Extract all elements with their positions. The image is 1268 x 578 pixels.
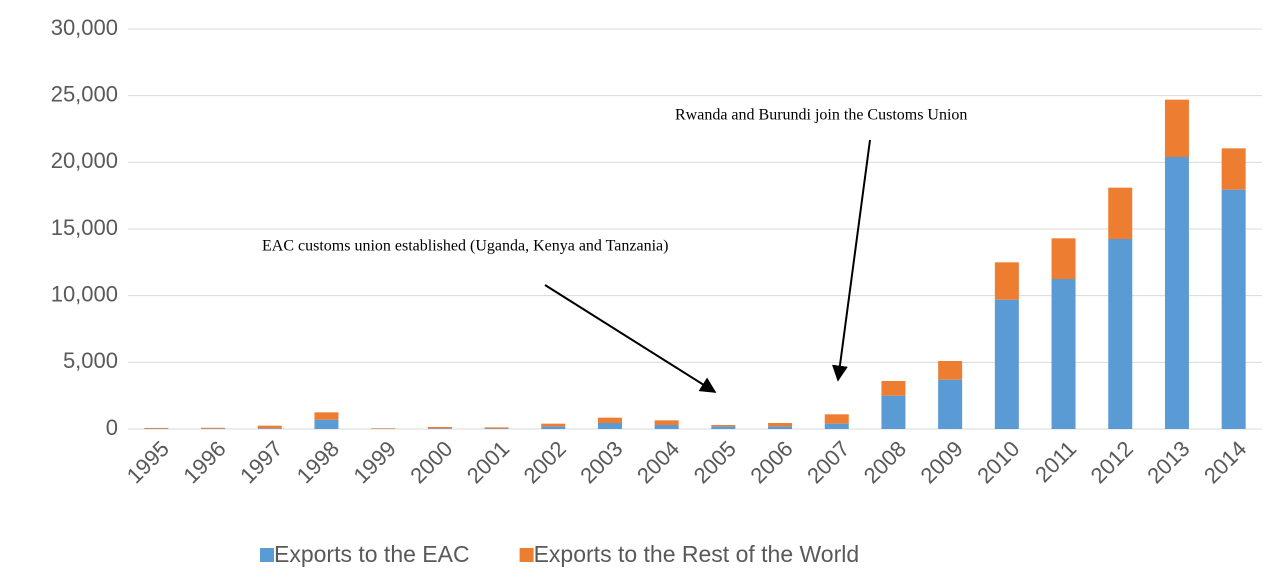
bar-segment <box>1164 99 1189 157</box>
x-tick-label: 1995 <box>122 436 174 488</box>
legend-swatch <box>260 548 274 562</box>
y-tick-label: 20,000 <box>51 148 118 173</box>
legend-label: Exports to the EAC <box>274 541 470 567</box>
y-tick-label: 30,000 <box>51 15 118 40</box>
grid: 0 5,000 10,000 15,000 20,000 25,000 30,000 <box>51 15 1262 440</box>
bar-segment <box>881 381 906 396</box>
bar-segment <box>994 262 1019 300</box>
x-tick-label: 2009 <box>916 436 968 488</box>
bar-segment <box>371 428 396 429</box>
legend-label: Exports to the Rest of the World <box>534 541 860 567</box>
bar-segment <box>711 426 736 429</box>
bar-segment <box>597 417 622 423</box>
x-tick-label: 1997 <box>235 436 287 488</box>
bar-segment <box>768 423 793 427</box>
bar-segment <box>257 425 282 429</box>
bar-segment <box>541 426 566 429</box>
bar-segment <box>768 426 793 429</box>
x-tick-label: 2001 <box>462 436 514 488</box>
bar-segment <box>257 428 282 429</box>
bar-segment <box>711 425 736 427</box>
legend: Exports to the EAC Exports to the Rest of… <box>260 541 859 567</box>
x-tick-label: 2006 <box>745 436 797 488</box>
bar-segment <box>1051 279 1076 429</box>
bar-segment <box>654 425 679 429</box>
bars: 1995 1996 1997 1998 1999 2000 2001 2002 2003 2004… <box>122 99 1251 488</box>
x-tick-label: 2000 <box>405 436 457 488</box>
bar-segment <box>824 423 849 429</box>
bar-segment <box>938 361 963 380</box>
bar-segment <box>1108 187 1133 239</box>
annotation: Rwanda and Burundi join the Customs Unio… <box>675 107 967 124</box>
annotation: EAC customs union established (Uganda, K… <box>262 238 668 255</box>
x-tick-label: 2004 <box>632 436 684 488</box>
x-tick-label: 1999 <box>349 436 401 488</box>
x-tick-label: 2014 <box>1199 436 1251 488</box>
bar-segment <box>1221 189 1246 429</box>
x-tick-label: 2002 <box>519 436 571 488</box>
bar-segment <box>1108 239 1133 429</box>
x-tick-label: 2012 <box>1086 436 1138 488</box>
bar-segment <box>427 428 452 429</box>
x-tick-label: 2013 <box>1142 436 1194 488</box>
x-tick-label: 1996 <box>178 436 230 488</box>
y-tick-label: 25,000 <box>51 81 118 106</box>
x-tick-label: 2010 <box>972 436 1024 488</box>
bar-segment <box>1221 148 1246 190</box>
bar-segment <box>881 395 906 429</box>
arrow <box>544 284 717 393</box>
arrow <box>831 139 871 382</box>
y-tick-label: 15,000 <box>51 215 118 240</box>
bar-segment <box>314 412 339 420</box>
x-tick-label: 1998 <box>292 436 344 488</box>
bar-segment <box>994 299 1019 429</box>
x-tick-label: 2003 <box>575 436 627 488</box>
x-tick-label: 2007 <box>802 436 854 488</box>
bar-segment <box>314 419 339 429</box>
bar-segment <box>427 427 452 429</box>
bar-segment <box>541 423 566 427</box>
y-tick-label: 10,000 <box>51 281 118 306</box>
bar-segment <box>597 423 622 429</box>
y-tick-label: 5,000 <box>63 348 118 373</box>
x-tick-label: 2008 <box>859 436 911 488</box>
bar-segment <box>654 420 679 425</box>
bar-segment <box>1164 157 1189 429</box>
bar-segment <box>201 427 226 429</box>
bar-segment <box>938 379 963 429</box>
bar-segment <box>484 428 509 429</box>
bar-segment <box>484 427 509 429</box>
bar-segment <box>1051 238 1076 279</box>
y-tick-label: 0 <box>106 415 118 440</box>
legend-swatch <box>519 548 534 562</box>
x-tick-label: 2005 <box>689 436 741 488</box>
x-tick-label: 2011 <box>1030 436 1081 487</box>
bar-segment <box>824 414 849 424</box>
bar-segment <box>144 427 169 429</box>
